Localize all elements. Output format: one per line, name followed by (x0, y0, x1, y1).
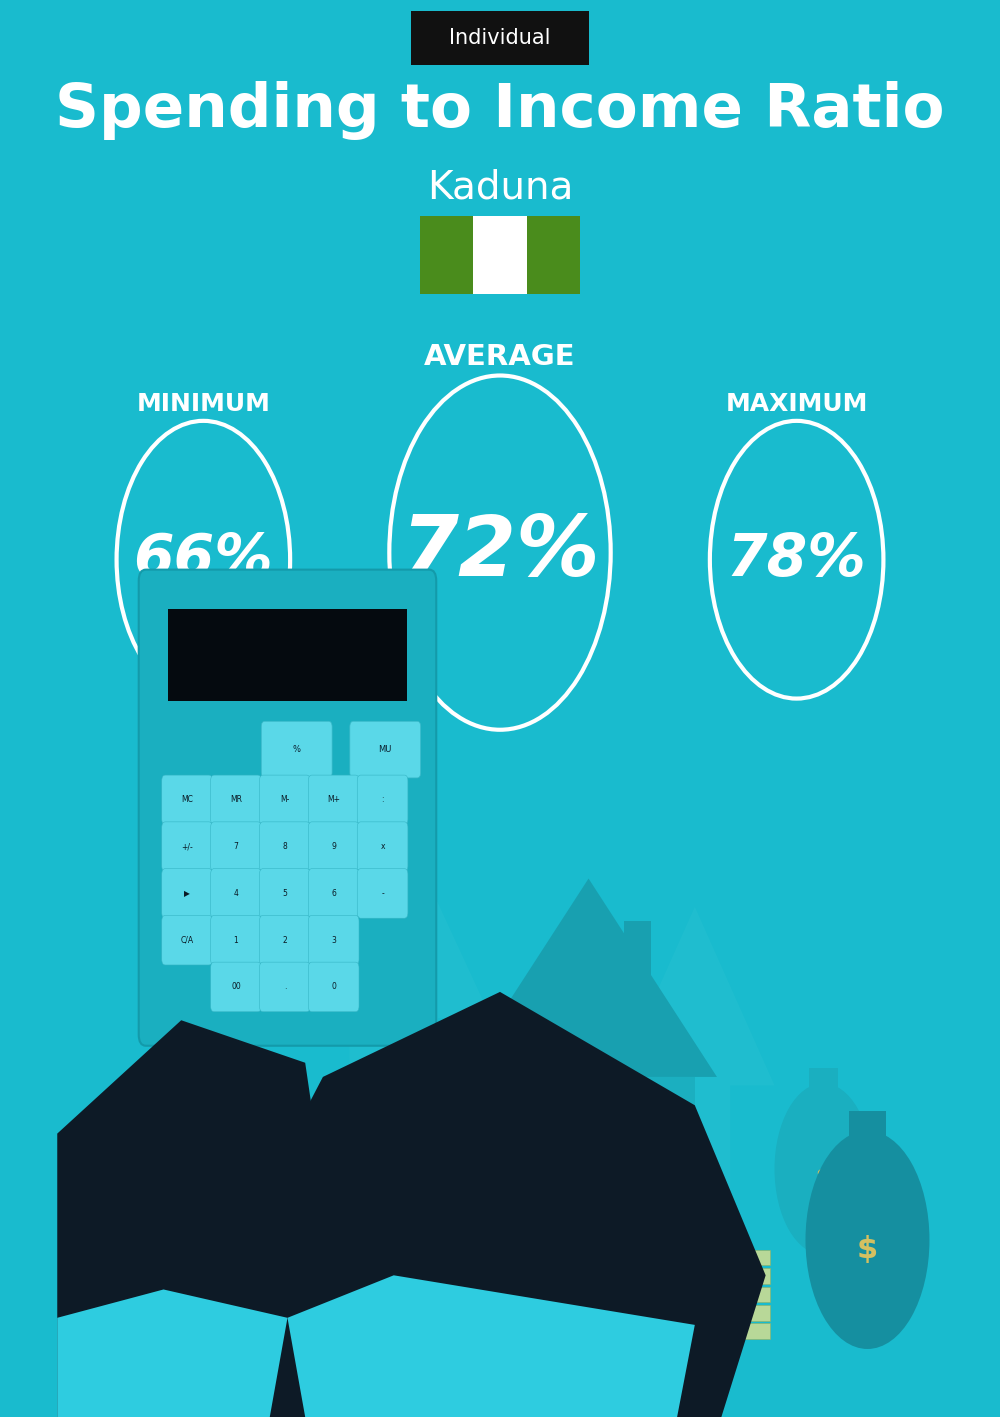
FancyBboxPatch shape (308, 915, 359, 965)
FancyBboxPatch shape (211, 775, 261, 825)
Polygon shape (234, 992, 766, 1417)
Text: AVERAGE: AVERAGE (424, 343, 576, 371)
Text: 1: 1 (234, 935, 238, 945)
Text: 66%: 66% (133, 531, 273, 588)
Text: 4: 4 (234, 888, 238, 898)
Polygon shape (287, 1275, 695, 1417)
Text: 8: 8 (282, 842, 287, 852)
FancyBboxPatch shape (308, 962, 359, 1012)
Text: 6: 6 (331, 888, 336, 898)
FancyBboxPatch shape (211, 869, 261, 918)
FancyBboxPatch shape (564, 1212, 613, 1332)
Text: Individual: Individual (449, 28, 551, 48)
FancyBboxPatch shape (259, 775, 310, 825)
FancyBboxPatch shape (211, 962, 261, 1012)
FancyBboxPatch shape (308, 822, 359, 871)
Polygon shape (615, 907, 775, 1304)
FancyBboxPatch shape (420, 217, 473, 295)
FancyBboxPatch shape (673, 1268, 770, 1284)
FancyBboxPatch shape (357, 822, 408, 871)
FancyBboxPatch shape (624, 921, 651, 1020)
FancyBboxPatch shape (139, 570, 436, 1046)
FancyBboxPatch shape (809, 1068, 838, 1100)
FancyBboxPatch shape (849, 1111, 886, 1151)
FancyBboxPatch shape (162, 869, 212, 918)
FancyBboxPatch shape (261, 721, 332, 778)
Text: :: : (381, 795, 384, 805)
Text: MU: MU (379, 745, 392, 754)
FancyBboxPatch shape (162, 822, 212, 871)
FancyBboxPatch shape (482, 1077, 695, 1332)
FancyBboxPatch shape (673, 1323, 770, 1339)
FancyBboxPatch shape (308, 869, 359, 918)
Polygon shape (460, 879, 717, 1077)
FancyBboxPatch shape (527, 217, 580, 295)
FancyBboxPatch shape (411, 11, 589, 65)
Text: .: . (284, 982, 286, 992)
Text: +/-: +/- (181, 842, 193, 852)
Text: Kaduna: Kaduna (427, 169, 573, 205)
Text: x: x (380, 842, 385, 852)
FancyBboxPatch shape (168, 609, 407, 701)
Text: 0: 0 (331, 982, 336, 992)
Text: 5: 5 (282, 888, 287, 898)
Text: 2: 2 (282, 935, 287, 945)
FancyBboxPatch shape (357, 869, 408, 918)
Text: M-: M- (280, 795, 290, 805)
Text: $: $ (857, 1236, 878, 1264)
Polygon shape (57, 1020, 341, 1417)
Text: %: % (293, 745, 301, 754)
FancyBboxPatch shape (673, 1287, 770, 1302)
FancyBboxPatch shape (211, 915, 261, 965)
FancyBboxPatch shape (259, 915, 310, 965)
FancyBboxPatch shape (259, 822, 310, 871)
FancyBboxPatch shape (473, 217, 527, 295)
Text: M+: M+ (327, 795, 340, 805)
FancyBboxPatch shape (211, 822, 261, 871)
Polygon shape (296, 808, 491, 1275)
FancyBboxPatch shape (162, 775, 212, 825)
Text: MAXIMUM: MAXIMUM (725, 393, 868, 415)
Text: 3: 3 (331, 935, 336, 945)
Text: Spending to Income Ratio: Spending to Income Ratio (55, 81, 945, 140)
FancyBboxPatch shape (308, 775, 359, 825)
Text: MC: MC (181, 795, 193, 805)
FancyBboxPatch shape (673, 1250, 770, 1265)
Text: 00: 00 (231, 982, 241, 992)
Text: ▶: ▶ (184, 888, 190, 898)
Text: 78%: 78% (727, 531, 867, 588)
FancyBboxPatch shape (259, 962, 310, 1012)
FancyBboxPatch shape (259, 869, 310, 918)
Text: 7: 7 (234, 842, 238, 852)
Polygon shape (57, 1289, 287, 1417)
Text: -: - (381, 888, 384, 898)
FancyBboxPatch shape (162, 915, 212, 965)
Ellipse shape (775, 1083, 872, 1255)
Text: 9: 9 (331, 842, 336, 852)
Text: $: $ (815, 1166, 831, 1187)
FancyBboxPatch shape (350, 721, 421, 778)
FancyBboxPatch shape (357, 775, 408, 825)
Text: MINIMUM: MINIMUM (136, 393, 270, 415)
Text: 72%: 72% (400, 512, 600, 594)
FancyBboxPatch shape (673, 1305, 770, 1321)
Text: C/A: C/A (181, 935, 194, 945)
Text: MR: MR (230, 795, 242, 805)
Ellipse shape (805, 1131, 929, 1349)
